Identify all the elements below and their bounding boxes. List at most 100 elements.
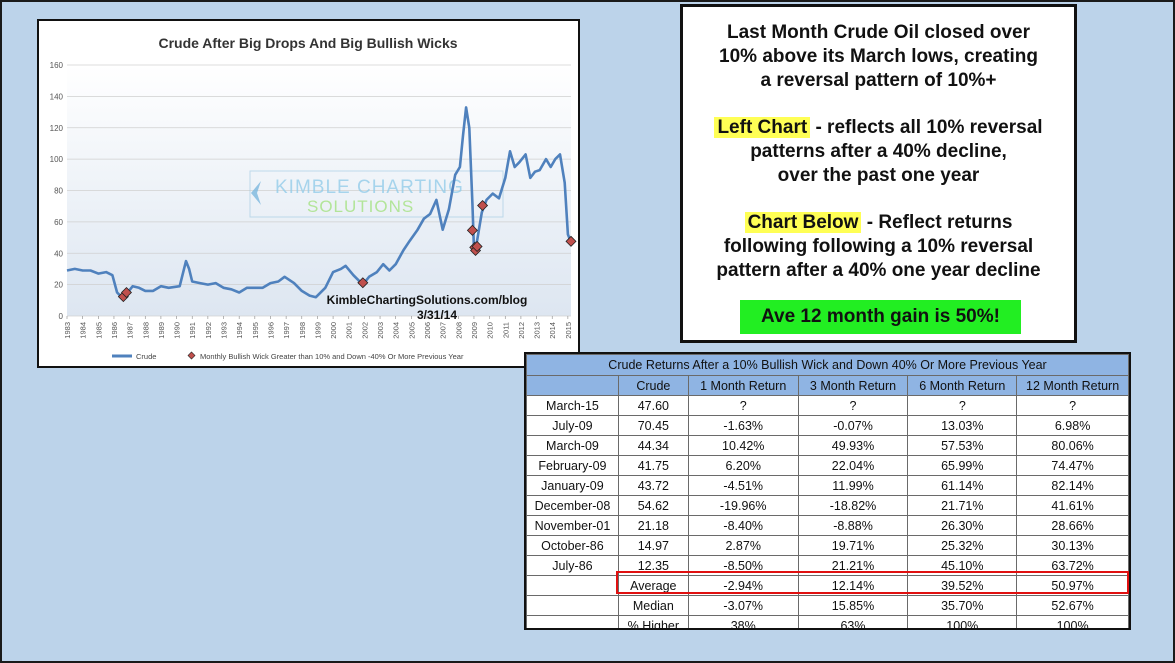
table-cell: -4.51% (687, 475, 799, 496)
crude-price-line (66, 106, 573, 299)
table-cell: 6.98% (1016, 415, 1129, 436)
table-cell: 57.53% (907, 435, 1018, 456)
annotation-text: KimbleChartingSolutions.com/blog (327, 293, 528, 307)
x-tick-label: 2007 (439, 322, 448, 339)
bullish-wick-marker (477, 199, 489, 211)
table-cell: -19.96% (687, 495, 799, 516)
table-cell: 50.97% (1016, 575, 1129, 596)
column-header: 1 Month Return (687, 375, 799, 396)
table-cell: 21.71% (907, 495, 1018, 516)
table-cell: ? (797, 395, 909, 416)
commentary-paragraph-3: Chart Below - Reflect returns following … (683, 211, 1074, 283)
commentary-line: pattern after a 40% one year decline (716, 260, 1041, 281)
commentary-paragraph-1: Last Month Crude Oil closed over 10% abo… (683, 21, 1074, 93)
commentary-line: Last Month Crude Oil closed over (727, 22, 1030, 43)
table-cell: 41.61% (1016, 495, 1129, 516)
bullish-wick-marker (565, 235, 577, 247)
table-cell: 10.42% (687, 435, 799, 456)
x-tick-label: 2013 (533, 322, 542, 339)
table-cell: 70.45 (617, 415, 689, 436)
table-cell: 82.14% (1016, 475, 1129, 496)
crude-line-chart: Crude After Big Drops And Big Bullish Wi… (50, 35, 577, 361)
commentary-line: following following a 10% reversal (723, 236, 1034, 257)
table-cell: 38% (687, 615, 799, 628)
watermark-text: SOLUTIONS (307, 197, 414, 216)
table-title-row: Crude Returns After a 10% Bullish Wick a… (526, 354, 1129, 376)
commentary-line: Chart Below - Reflect returns (683, 211, 1074, 235)
x-tick-label: 2010 (486, 322, 495, 339)
table-cell: Average (617, 575, 689, 596)
table-cell: 100% (907, 615, 1018, 628)
table-cell: 22.04% (797, 455, 909, 476)
table-cell: 13.03% (907, 415, 1018, 436)
table-row: March-15 47.60???? (526, 395, 1129, 416)
x-tick-label: 1988 (141, 322, 150, 339)
table-cell: January-09 (526, 475, 619, 496)
table-cell (526, 595, 619, 616)
table-row: February-09 41.75 6.20% 22.04% 65.99% 74.47% (526, 455, 1129, 476)
column-header: 12 Month Return (1016, 375, 1129, 396)
commentary-line: patterns after a 40% decline, (750, 141, 1007, 162)
table-cell: 11.99% (797, 475, 909, 496)
table-cell: 47.60 (617, 395, 689, 416)
left-chart-highlight: Left Chart (714, 117, 811, 138)
table-cell: November-01 (526, 515, 619, 536)
x-tick-label: 2002 (360, 322, 369, 339)
table-cell: 12.35 (617, 555, 689, 576)
table-cell: July-09 (526, 415, 619, 436)
legend-marker-swatch (187, 351, 196, 360)
x-tick-label: 1986 (110, 322, 119, 339)
x-tick-label: 1993 (220, 322, 229, 339)
table-cell: 63% (797, 615, 909, 628)
table-row: November-01 21.18 -8.40% -8.88% 26.30% 28.66% (526, 515, 1129, 536)
table-cell: February-09 (526, 455, 619, 476)
legend-label: Crude (136, 352, 156, 361)
table-body: March-15 47.60???? July-09 70.45 -1.63% -0.07… (526, 395, 1129, 628)
bullish-wick-marker (357, 277, 369, 289)
commentary-line: Left Chart - reflects all 10% reversal (683, 116, 1074, 140)
table-cell: 6.20% (687, 455, 799, 476)
table-row: March-09 44.34 10.42% 49.93% 57.53% 80.06% (526, 435, 1129, 456)
table-cell: 61.14% (907, 475, 1018, 496)
table-title: Crude Returns After a 10% Bullish Wick a… (526, 354, 1129, 376)
table-cell: 30.13% (1016, 535, 1129, 556)
x-tick-label: 1990 (173, 322, 182, 339)
table-row: July-09 70.45 -1.63% -0.07% 13.03% 6.98% (526, 415, 1129, 436)
table-cell: -8.88% (797, 515, 909, 536)
table-cell: ? (907, 395, 1018, 416)
bullish-wick-marker (466, 224, 478, 236)
table-cell: -18.82% (797, 495, 909, 516)
table-row: January-09 43.72 -4.51% 11.99% 61.14% 82.14% (526, 475, 1129, 496)
table-cell: -1.63% (687, 415, 799, 436)
x-tick-label: 2009 (470, 322, 479, 339)
watermark-text: KIMBLE CHARTING (275, 177, 464, 198)
x-tick-label: 2005 (407, 322, 416, 339)
summary-row: Median -3.07% 15.85% 35.70% 52.67% (526, 595, 1129, 616)
table-cell: ? (1016, 395, 1129, 416)
x-tick-label: 1995 (251, 322, 260, 339)
x-tick-label: 2008 (454, 322, 463, 339)
table-cell: 44.34 (617, 435, 689, 456)
table-cell: 74.47% (1016, 455, 1129, 476)
table-cell: 15.85% (797, 595, 909, 616)
y-tick-label: 160 (50, 61, 64, 70)
table-cell: 63.72% (1016, 555, 1129, 576)
table-cell: July-86 (526, 555, 619, 576)
chart-title: Crude After Big Drops And Big Bullish Wi… (158, 35, 457, 51)
x-tick-label: 1996 (266, 322, 275, 339)
column-header: 3 Month Return (797, 375, 909, 396)
x-tick-label: 1989 (157, 322, 166, 339)
x-tick-label: 1992 (204, 322, 213, 339)
x-tick-label: 2004 (392, 322, 401, 339)
table-cell: 12.14% (797, 575, 909, 596)
table-cell: 41.75 (617, 455, 689, 476)
y-tick-label: 100 (50, 155, 64, 164)
table-cell: 45.10% (907, 555, 1018, 576)
x-tick-label: 1984 (79, 322, 88, 339)
x-tick-label: 1983 (63, 322, 72, 339)
crude-chart-panel: Crude After Big Drops And Big Bullish Wi… (37, 19, 580, 368)
table-cell: December-08 (526, 495, 619, 516)
column-header: Crude (617, 375, 689, 396)
legend-label: Monthly Bullish Wick Greater than 10% an… (200, 352, 464, 361)
x-tick-label: 2015 (564, 322, 573, 339)
